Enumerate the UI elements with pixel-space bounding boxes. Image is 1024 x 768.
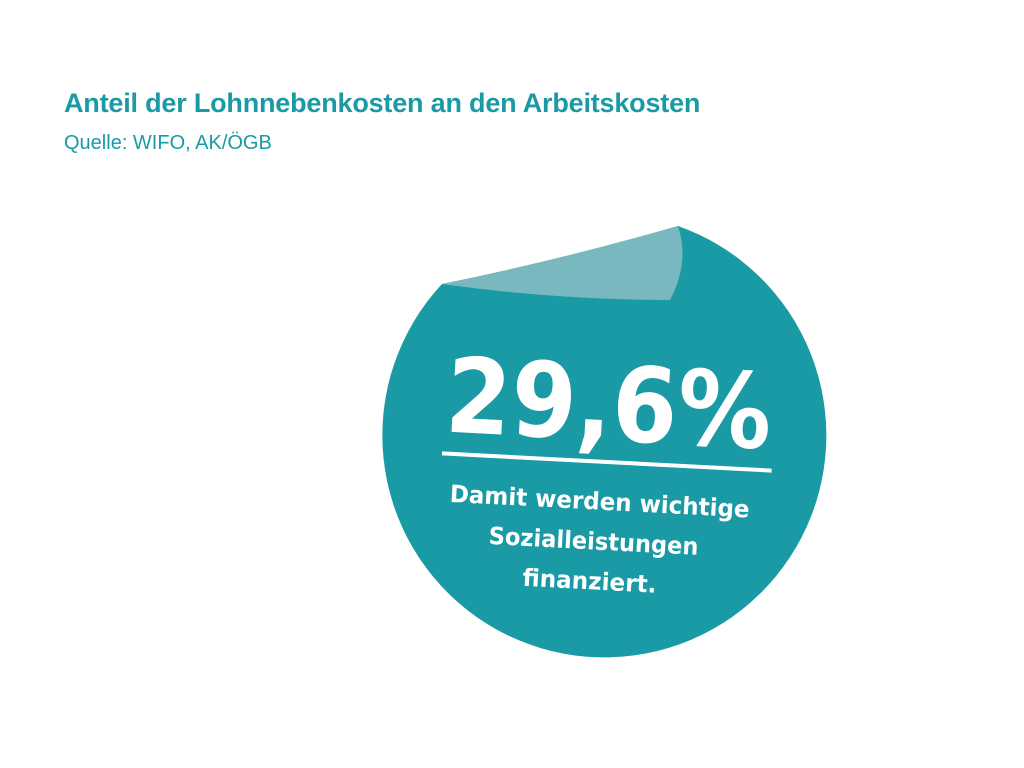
sticker-body — [382, 226, 827, 658]
source-note: Quelle: WIFO, AK/ÖGB — [64, 132, 272, 154]
percentage-value: 29,6% — [443, 335, 775, 474]
divider-line — [441, 451, 772, 473]
page-title: Anteil der Lohnnebenkosten an den Arbeit… — [64, 88, 701, 118]
sticker-peel — [442, 226, 683, 300]
